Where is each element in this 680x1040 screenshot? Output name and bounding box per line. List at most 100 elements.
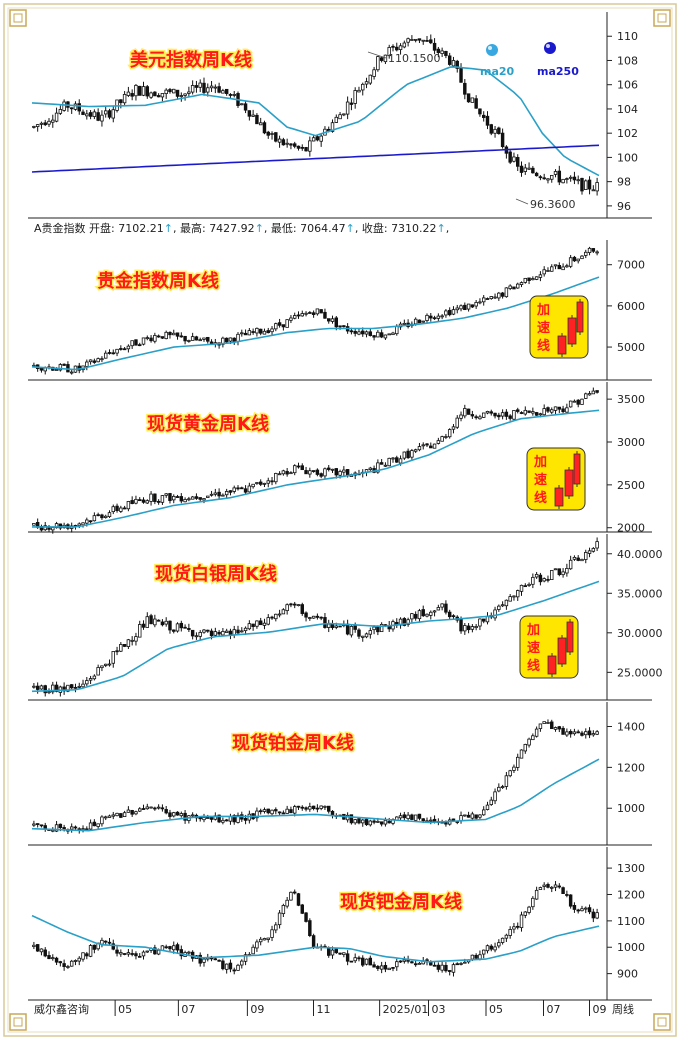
candle [466,811,471,818]
info-name: A贵金指数 [34,221,86,235]
candle [308,616,312,621]
candle [395,958,399,971]
candle [398,960,403,964]
candle [334,114,339,123]
candle [368,74,373,85]
accel-candle [564,469,574,497]
candle [270,809,274,817]
candle [73,683,78,693]
candle [591,248,596,254]
candle [323,308,327,319]
info-bar: A贵金指数 开盘: 7102.21↑, 最高: 7427.92↑, 最低: 70… [34,221,449,235]
candle [372,66,376,80]
candle [576,908,580,914]
candle [387,333,391,336]
candle [266,808,270,815]
info-open: 7102.21 [118,222,164,235]
candle [417,813,422,821]
candle [557,406,562,413]
footer-source: 威尔鑫咨询 [34,1002,89,1016]
candle [504,771,509,790]
accel-label-char: 速 [527,640,540,656]
candle [364,330,369,338]
candle [160,495,165,505]
candle [576,399,580,408]
candle [531,733,535,741]
candle [519,411,524,415]
candle [156,619,161,622]
candle [296,805,301,810]
candle [103,815,108,821]
candle [308,311,312,314]
candle [379,821,384,827]
candle [179,332,184,338]
candle [421,442,425,450]
candle [221,88,225,94]
candle [277,471,282,476]
candle [410,612,414,623]
candle [130,496,134,505]
candle [35,944,40,952]
candle [119,642,123,653]
candle [500,409,505,420]
y-tick-label: 102 [617,127,638,140]
candle [531,896,535,910]
candle [580,730,584,737]
candle [576,175,580,185]
candle [77,99,81,115]
candle [561,263,565,271]
candle [247,620,252,631]
candle [402,40,407,49]
candle [224,88,229,96]
candle [292,601,297,609]
legend-ma20-marker [486,44,498,56]
candle [429,442,433,449]
candle [262,807,267,814]
candle [474,414,478,420]
candle [111,811,115,820]
candle [364,77,369,89]
candle [281,324,286,331]
candle [168,809,172,820]
candle [387,967,391,971]
candle [304,466,308,475]
candle [508,414,512,421]
candle [236,625,240,636]
candle [122,346,127,351]
candle [338,112,342,120]
candle [500,937,505,945]
candle [190,495,195,500]
candle [296,604,301,607]
y-tick-label: 7000 [617,259,645,272]
candle [175,811,180,816]
accel-label-char: 线 [527,658,540,674]
legend-ma20-label: ma20 [480,65,515,78]
candle [538,886,543,890]
ma20-line [32,409,600,528]
candle [504,599,509,610]
candle [221,817,225,825]
candle [534,886,539,900]
candle [300,602,304,616]
y-tick-label: 40.0000 [617,548,663,561]
candle [296,311,301,319]
candle [402,617,407,627]
candle [262,120,267,135]
candle [88,944,93,958]
candle [187,496,191,502]
candle [164,617,168,627]
candle [481,111,486,122]
candle [565,728,569,737]
candle [255,327,259,337]
candle [292,141,297,149]
candle [406,812,410,821]
candle [274,322,278,332]
candle [349,623,354,638]
candle [240,627,244,633]
accel-candle [547,655,557,675]
candle [247,482,252,493]
y-tick-label: 5000 [617,341,645,354]
